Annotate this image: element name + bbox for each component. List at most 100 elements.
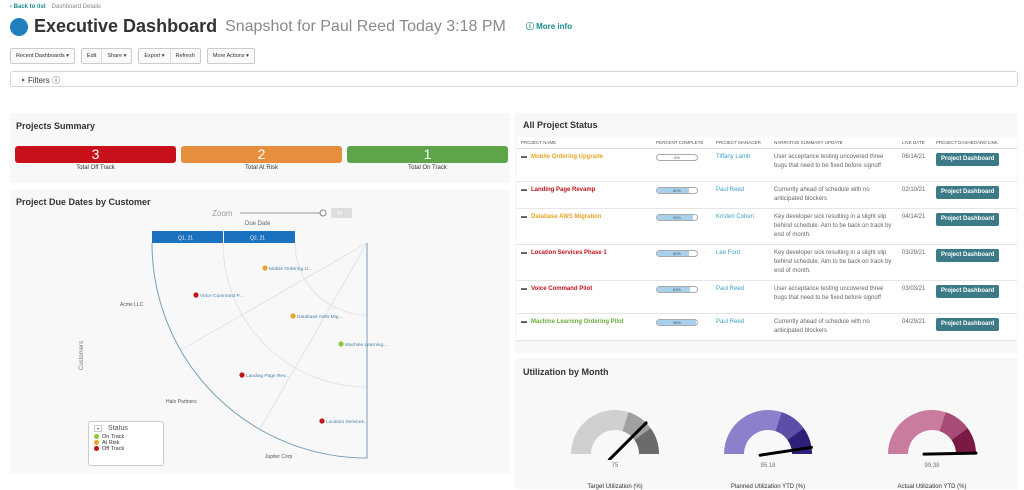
gauge-band xyxy=(634,428,659,454)
toolbar: Recent Dashboards ▾ Edit Share ▾ Export ▾… xyxy=(10,48,255,64)
project-point-label[interactable]: Landing Page Rev... xyxy=(246,373,289,379)
legend-item-at-risk[interactable]: At Risk xyxy=(94,440,158,446)
narrative-summary: User acceptance testing uncovered three … xyxy=(770,148,898,182)
legend-item-off-track[interactable]: Off Track xyxy=(94,446,158,452)
column-header: NARRATIVE SUMMARY UPDATE xyxy=(770,137,898,149)
project-point[interactable] xyxy=(319,418,325,424)
percent-complete-bar: 98% xyxy=(656,319,698,326)
project-dashboard-button[interactable]: Project Dashboard xyxy=(936,318,1000,331)
project-status-table: PROJECT NAME PERCENT COMPLETE PROJECT MANA… xyxy=(517,137,1017,341)
project-dashboard-button[interactable]: Project Dashboard xyxy=(936,186,1000,199)
column-header: PROJECT DASHBOARD LINK xyxy=(932,137,1017,149)
legend-item-on-track[interactable]: On Track xyxy=(94,434,158,440)
grid-arc xyxy=(294,242,368,316)
more-info-link[interactable]: ⓘ More info xyxy=(525,22,573,31)
fit-button[interactable] xyxy=(331,208,352,218)
project-point[interactable] xyxy=(262,265,268,271)
table-row: ▬ Landing Page Revamp 80% Paul Reed Curre… xyxy=(517,181,1017,209)
share-button[interactable]: Share ▾ xyxy=(107,53,127,59)
project-name-link[interactable]: Voice Command Pilot xyxy=(531,286,593,292)
project-name-link[interactable]: Mobile Ordering Upgrade xyxy=(531,154,604,160)
live-date: 03/29/21 xyxy=(898,244,932,281)
project-point[interactable] xyxy=(239,372,245,378)
due-date-axis-title: Due Date xyxy=(245,221,271,227)
project-manager-link[interactable]: Paul Reed xyxy=(712,313,770,341)
gauge-band xyxy=(951,428,976,454)
briefcase-icon: ▬ xyxy=(521,154,527,160)
refresh-button[interactable]: Refresh xyxy=(175,53,195,59)
summary-label: Total At Risk xyxy=(244,165,278,171)
percent-complete-bar: 80% xyxy=(656,250,698,257)
briefcase-icon: ▬ xyxy=(521,214,527,220)
gauge-value: 95.18 xyxy=(760,463,776,469)
legend-label: At Risk xyxy=(102,440,120,446)
narrative-summary: Currently ahead of schedule with no anti… xyxy=(770,313,898,341)
project-manager-link[interactable]: Tiffany Lamb xyxy=(712,148,770,182)
fit-label: Fit xyxy=(337,211,343,217)
legend-label: Off Track xyxy=(102,446,125,452)
project-name-link[interactable]: Machine Learning Ordering Pilot xyxy=(531,319,624,325)
live-date: 03/03/21 xyxy=(898,280,932,314)
project-point[interactable] xyxy=(338,341,344,347)
project-point-label[interactable]: Location Services... xyxy=(326,419,368,425)
project-point[interactable] xyxy=(290,313,296,319)
due-dates-chart: Zoom Fit Due Date Q1, 21 Q2, 21 Acme LLC… xyxy=(79,208,387,460)
project-dashboard-button[interactable]: Project Dashboard xyxy=(936,285,1000,298)
gauge-label: Actual Utilization YTD (%) xyxy=(897,484,967,490)
percent-complete-bar: 80% xyxy=(656,187,698,194)
filters-toggle[interactable]: ‣ Filters ⓘ xyxy=(10,71,1018,87)
project-dashboard-button[interactable]: Project Dashboard xyxy=(936,153,1000,166)
legend-label: On Track xyxy=(102,434,125,440)
table-row: ▬ Mobile Ordering Upgrade 0% Tiffany Lamb… xyxy=(517,148,1017,182)
project-point-label[interactable]: Machine Learning... xyxy=(345,342,387,348)
zoom-label: Zoom xyxy=(212,209,233,218)
dashboard-logo-icon xyxy=(10,17,28,36)
gauge-band xyxy=(724,410,782,454)
project-name-link[interactable]: Landing Page Revamp xyxy=(531,187,596,193)
summary-tile[interactable]: 3 Total Off Track xyxy=(15,146,176,171)
zoom-slider-handle[interactable] xyxy=(319,209,327,217)
project-manager-link[interactable]: Lee Ford xyxy=(712,244,770,281)
project-name-link[interactable]: Database AWS Migration xyxy=(531,214,602,220)
project-point[interactable] xyxy=(193,292,199,298)
summary-tile[interactable]: 2 Total At Risk xyxy=(181,146,342,171)
chart-outline xyxy=(151,242,368,459)
project-point-label[interactable]: Voice Command P... xyxy=(200,293,243,299)
edit-button[interactable]: Edit xyxy=(82,49,103,63)
summary-count: 2 xyxy=(181,146,342,163)
export-button[interactable]: Export ▾ xyxy=(139,49,171,63)
project-dashboard-button[interactable]: Project Dashboard xyxy=(936,213,1000,226)
narrative-summary: Key developer sick resulting in a slight… xyxy=(770,244,898,281)
column-header: PROJECT MANAGER xyxy=(712,137,770,149)
project-manager-link[interactable]: Kristen Cohen xyxy=(712,208,770,245)
title-row: Executive Dashboard Snapshot for Paul Re… xyxy=(10,16,572,37)
gauge-value: 99.38 xyxy=(924,463,940,469)
percent-complete-bar: 83% xyxy=(656,286,698,293)
project-status-panel: All Project Status PROJECT NAME PERCENT C… xyxy=(515,113,1018,353)
percent-label: 98% xyxy=(672,320,681,325)
gauge-label: Target Utilization (%) xyxy=(587,484,643,490)
project-dashboard-button[interactable]: Project Dashboard xyxy=(936,249,1000,262)
project-manager-link[interactable]: Paul Reed xyxy=(712,280,770,314)
more-actions-button[interactable]: More Actions ▾ xyxy=(212,53,249,59)
briefcase-icon: ▬ xyxy=(521,250,527,256)
briefcase-icon: ▬ xyxy=(521,286,527,292)
status-legend: ▾ Status On Track At Risk Off Track xyxy=(88,421,164,466)
status-title: All Project Status xyxy=(523,120,598,130)
customer-label: Halo Partners xyxy=(166,399,197,405)
summary-tile[interactable]: 1 Total On Track xyxy=(347,146,508,171)
percent-label: 80% xyxy=(672,251,681,256)
project-name-link[interactable]: Location Services Phase 1 xyxy=(531,250,607,256)
column-header: PROJECT NAME xyxy=(517,137,652,149)
recent-dashboards-button[interactable]: Recent Dashboards ▾ xyxy=(16,53,69,59)
project-manager-link[interactable]: Paul Reed xyxy=(712,181,770,209)
project-point-label[interactable]: Database AWS Mig... xyxy=(297,314,342,320)
legend-collapse-icon[interactable]: ▾ xyxy=(94,425,103,432)
grid-spoke xyxy=(180,242,368,351)
project-point-label[interactable]: Mobile Ordering U... xyxy=(269,266,312,272)
summary-label: Total Off Track xyxy=(76,165,115,171)
back-to-list-link[interactable]: ‹ Back to list xyxy=(10,4,46,10)
breadcrumb-current: Dashboard Details xyxy=(51,4,102,10)
column-header: LIVE DATE xyxy=(898,137,932,149)
percent-label: 0% xyxy=(674,155,680,160)
